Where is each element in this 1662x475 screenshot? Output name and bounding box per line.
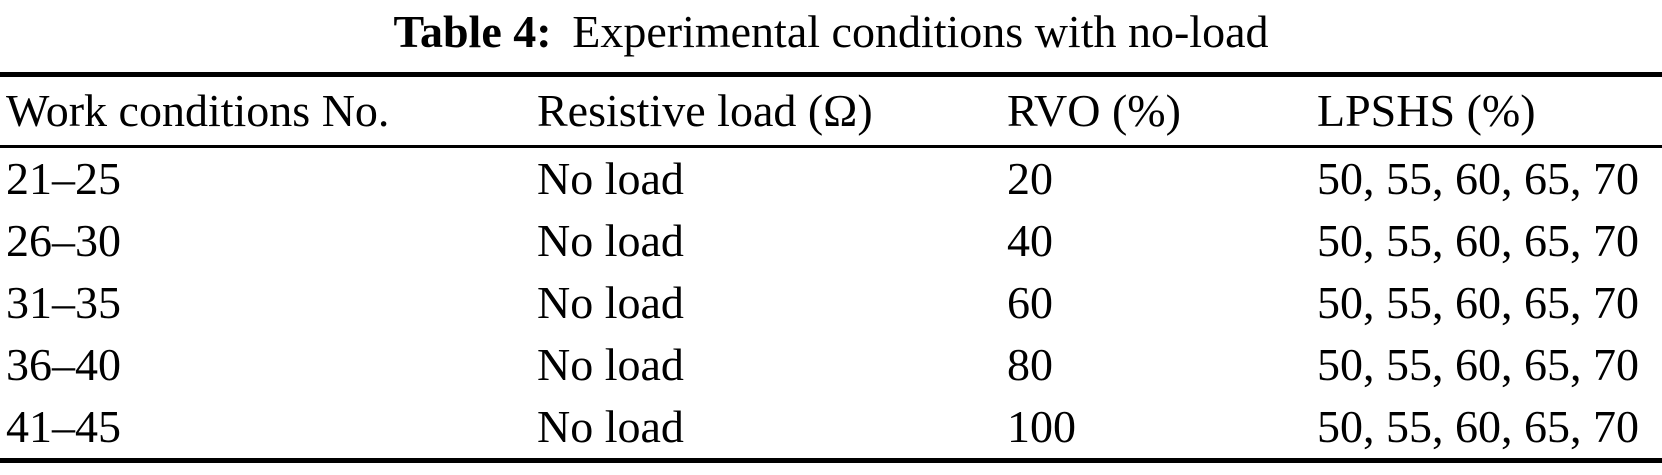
table-caption-text: Experimental conditions with no-load: [572, 6, 1269, 57]
cell-rvo: 100: [1007, 401, 1076, 452]
cell-resistive-load: No load: [537, 277, 684, 328]
cell-rvo: 80: [1007, 339, 1053, 390]
cell-lpshs: 50, 55, 60, 65, 70: [1317, 401, 1639, 452]
cell-work-conditions: 36–40: [6, 339, 121, 390]
cell-lpshs: 50, 55, 60, 65, 70: [1317, 215, 1639, 266]
cell-rvo: 40: [1007, 215, 1053, 266]
table-row: 26–30 No load 40 50, 55, 60, 65, 70: [0, 210, 1662, 272]
column-header-rvo: RVO (%): [1007, 74, 1317, 148]
column-header-resistive-load: Resistive load (Ω): [537, 74, 1007, 148]
cell-resistive-load: No load: [537, 401, 684, 452]
header-row: Work conditions No. Resistive load (Ω) R…: [0, 74, 1662, 148]
column-header-work-conditions: Work conditions No.: [0, 74, 537, 148]
cell-work-conditions: 31–35: [6, 277, 121, 328]
cell-rvo: 20: [1007, 153, 1053, 204]
cell-lpshs: 50, 55, 60, 65, 70: [1317, 277, 1639, 328]
column-header-lpshs: LPSHS (%): [1317, 74, 1662, 148]
table-row: 21–25 No load 20 50, 55, 60, 65, 70: [0, 147, 1662, 211]
cell-lpshs: 50, 55, 60, 65, 70: [1317, 153, 1639, 204]
cell-work-conditions: 41–45: [6, 401, 121, 452]
cell-resistive-load: No load: [537, 215, 684, 266]
experimental-conditions-table: Work conditions No. Resistive load (Ω) R…: [0, 72, 1662, 463]
table-row: 31–35 No load 60 50, 55, 60, 65, 70: [0, 272, 1662, 334]
cell-resistive-load: No load: [537, 339, 684, 390]
table-caption-label: Table 4:: [393, 6, 552, 57]
cell-work-conditions: 21–25: [6, 153, 121, 204]
table-caption: Table 4: Experimental conditions with no-…: [0, 0, 1662, 60]
cell-work-conditions: 26–30: [6, 215, 121, 266]
cell-rvo: 60: [1007, 277, 1053, 328]
cell-lpshs: 50, 55, 60, 65, 70: [1317, 339, 1639, 390]
table-row: 36–40 No load 80 50, 55, 60, 65, 70: [0, 334, 1662, 396]
table-row: 41–45 No load 100 50, 55, 60, 65, 70: [0, 396, 1662, 461]
cell-resistive-load: No load: [537, 153, 684, 204]
